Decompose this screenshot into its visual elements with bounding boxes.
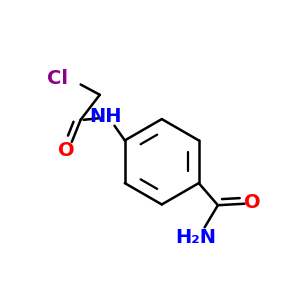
Text: O: O [244, 193, 261, 212]
Text: H₂N: H₂N [175, 228, 216, 247]
Text: O: O [58, 141, 74, 160]
Text: NH: NH [89, 107, 122, 126]
Text: Cl: Cl [47, 69, 68, 88]
